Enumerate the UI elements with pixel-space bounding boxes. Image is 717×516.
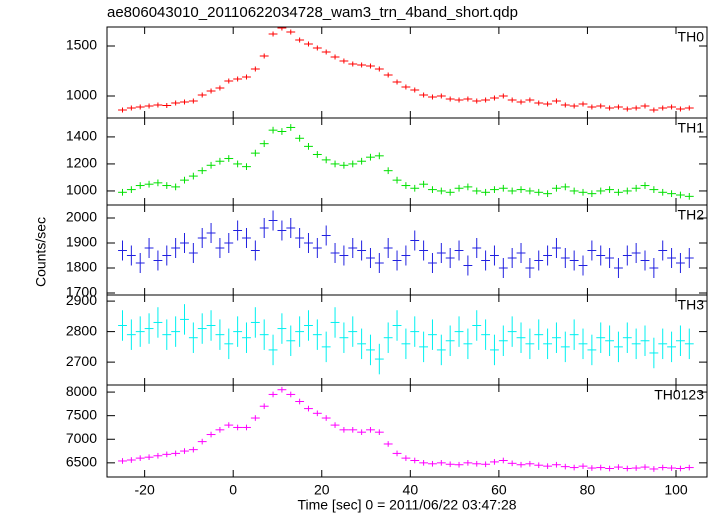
y-tick-label: 2700 [66,353,97,369]
x-tick-label: -20 [135,482,155,498]
x-tick-label: 40 [403,482,419,498]
y-tick-label: 1500 [66,37,97,53]
y-tick-label: 2800 [66,322,97,338]
x-axis-label: Time [sec] 0 = 2011/06/22 03:47:28 [297,497,516,513]
panel-frame [106,294,708,386]
y-tick-label: 2000 [66,209,97,225]
x-tick-label: 20 [314,482,330,498]
y-tick-label: 8000 [66,383,97,399]
y-tick-label: 7500 [66,406,97,422]
panel-frame [106,204,708,296]
panel-frame [106,26,708,119]
y-tick-label: 7000 [66,430,97,446]
x-tick-label: 60 [491,482,507,498]
y-tick-label: 1800 [66,259,97,275]
y-tick-label: 1000 [66,87,97,103]
y-tick-label: 1900 [66,234,97,250]
series-label: TH0 [678,29,705,45]
x-tick-label: 0 [229,482,237,498]
x-tick-label: 100 [664,482,688,498]
y-tick-label: 1000 [66,182,97,198]
y-tick-label: 2900 [66,292,97,308]
series-label: TH2 [678,207,705,223]
panel-frame [106,384,708,478]
series-label: TH1 [678,120,705,136]
x-tick-label: 80 [580,482,596,498]
y-axis-label: Counts/sec [33,217,49,287]
series-label: TH0123 [654,387,704,403]
y-tick-label: 1700 [66,284,97,300]
series-label: TH3 [678,297,705,313]
chart-title: ae806043010_20110622034728_wam3_trn_4ban… [107,4,518,21]
y-tick-label: 1200 [66,155,97,171]
y-tick-label: 1400 [66,128,97,144]
y-tick-label: 6500 [66,454,97,470]
